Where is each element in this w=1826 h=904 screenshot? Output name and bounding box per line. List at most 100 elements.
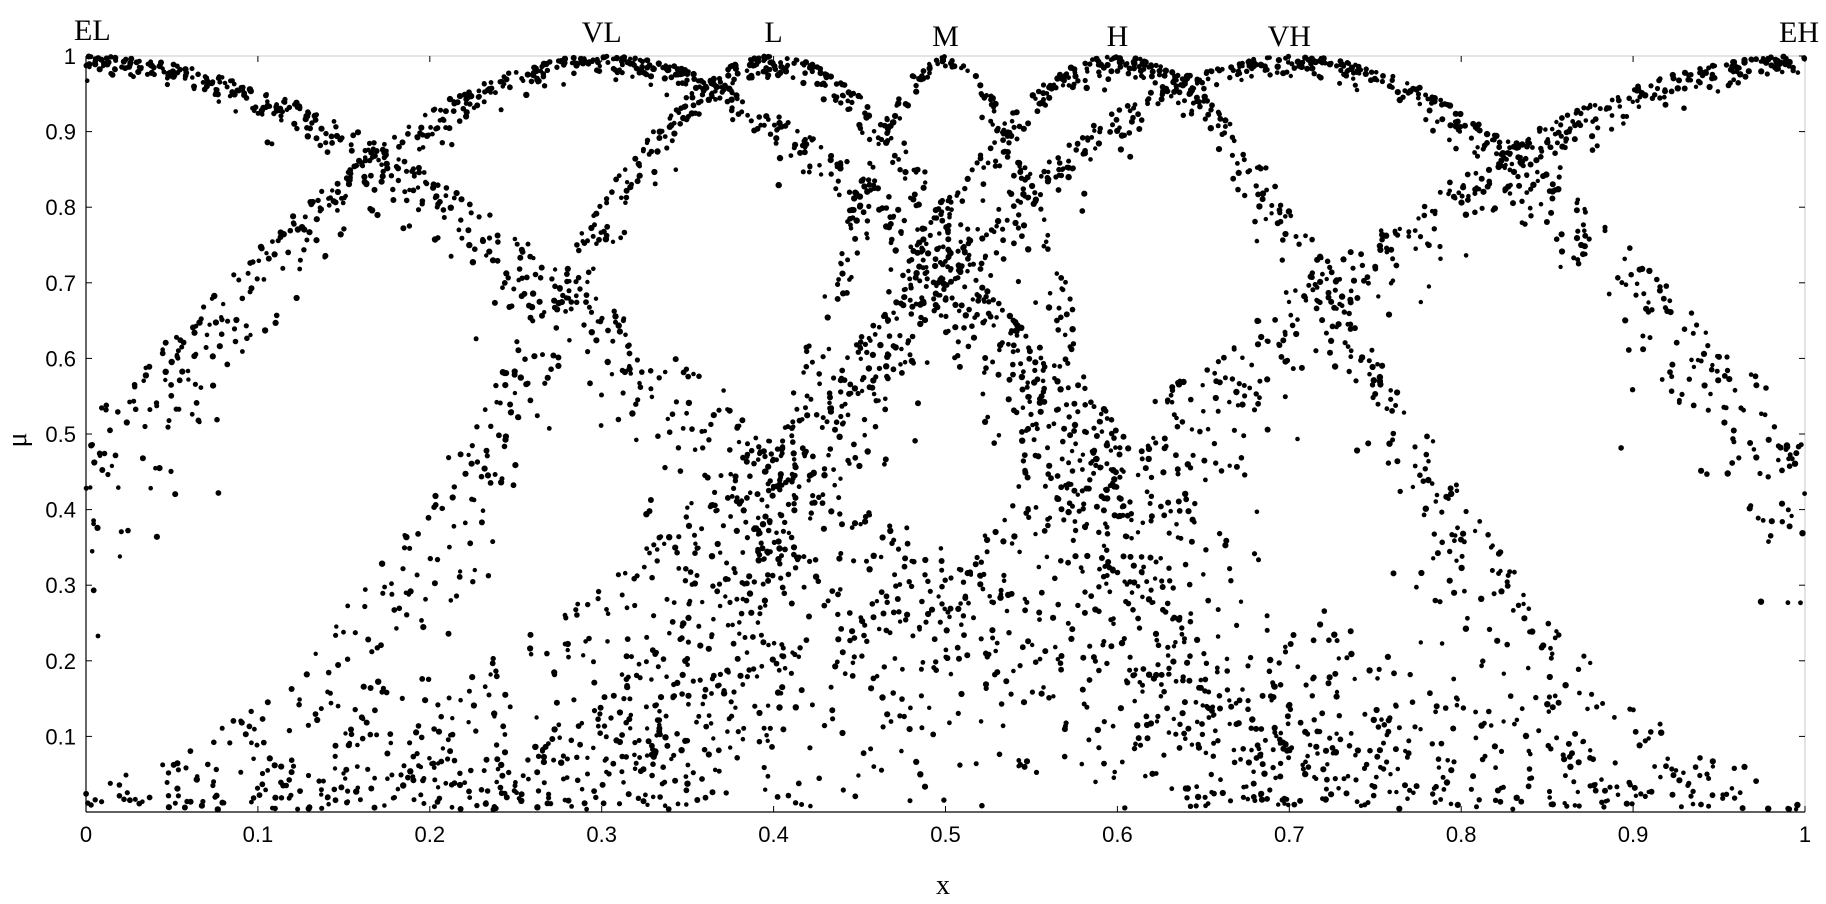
data-point <box>610 338 616 344</box>
data-point <box>401 158 408 165</box>
data-point <box>886 352 892 358</box>
data-point <box>906 268 911 274</box>
data-point <box>1017 549 1022 555</box>
data-point <box>1133 741 1138 747</box>
data-point <box>286 795 292 801</box>
data-point <box>1790 64 1796 71</box>
data-point <box>1660 295 1667 302</box>
data-point <box>803 344 810 351</box>
data-point <box>1162 609 1169 615</box>
data-point <box>997 341 1004 349</box>
data-point <box>1407 787 1413 793</box>
data-point <box>776 704 783 711</box>
data-point <box>303 671 310 678</box>
data-point <box>1161 72 1168 79</box>
data-point <box>546 426 552 431</box>
data-point <box>280 265 286 271</box>
data-point <box>628 712 634 718</box>
data-point <box>764 733 769 738</box>
data-point <box>474 802 480 809</box>
data-point <box>920 257 926 263</box>
data-point <box>552 283 558 290</box>
data-point <box>682 578 689 584</box>
data-point <box>730 640 737 647</box>
data-point <box>174 334 179 340</box>
data-point <box>954 193 960 198</box>
data-point <box>711 736 716 741</box>
data-point <box>1384 245 1390 251</box>
data-point <box>353 162 360 169</box>
data-point <box>720 690 728 697</box>
data-point <box>1166 665 1172 671</box>
data-point <box>1020 222 1028 229</box>
data-point <box>651 542 657 548</box>
data-point <box>1385 311 1393 318</box>
data-point <box>822 71 828 77</box>
data-point <box>735 729 741 735</box>
data-point <box>1010 361 1016 368</box>
data-point <box>1067 64 1075 71</box>
data-point <box>487 480 494 486</box>
data-point <box>845 98 851 104</box>
data-point <box>1015 348 1021 353</box>
data-point <box>1111 483 1118 490</box>
data-point <box>962 185 968 192</box>
data-point <box>790 419 796 425</box>
data-point <box>733 527 740 535</box>
data-point <box>1314 285 1320 290</box>
data-point <box>987 145 994 152</box>
data-point <box>886 289 892 295</box>
data-point <box>525 241 531 247</box>
data-point <box>515 347 522 354</box>
data-point <box>654 717 661 723</box>
data-point <box>1179 76 1186 82</box>
data-point <box>1127 667 1133 673</box>
data-point <box>892 656 898 661</box>
data-point <box>447 204 454 211</box>
data-point <box>1480 146 1486 152</box>
data-point <box>776 545 783 552</box>
data-point <box>317 142 324 149</box>
data-point <box>88 54 94 60</box>
data-point <box>863 114 870 121</box>
data-point <box>1072 519 1078 524</box>
data-point <box>344 656 351 662</box>
data-point <box>1466 193 1471 199</box>
data-point <box>1029 182 1036 190</box>
data-point <box>343 193 348 199</box>
data-point <box>633 760 639 766</box>
data-point <box>1436 765 1442 770</box>
data-point <box>982 370 987 375</box>
data-point <box>1158 556 1163 561</box>
data-point <box>1103 521 1108 526</box>
data-point <box>224 361 231 368</box>
data-point <box>1443 493 1450 500</box>
data-point <box>1669 766 1675 772</box>
data-point <box>248 332 253 338</box>
data-point <box>516 277 521 283</box>
data-point <box>1574 200 1580 206</box>
data-point <box>1307 742 1313 748</box>
data-point <box>1493 765 1498 771</box>
data-point <box>943 627 950 634</box>
data-point <box>1468 786 1474 792</box>
data-point <box>1108 448 1114 453</box>
data-point <box>398 772 404 778</box>
data-point <box>1758 68 1765 75</box>
data-point <box>824 314 831 321</box>
data-point <box>1581 653 1587 659</box>
data-point <box>994 127 1001 134</box>
data-point <box>803 637 810 643</box>
data-point <box>1135 472 1141 478</box>
data-point <box>99 799 105 805</box>
data-point <box>926 65 933 72</box>
data-point <box>1082 428 1088 435</box>
data-point <box>474 102 481 109</box>
data-point <box>501 749 509 756</box>
data-point <box>1159 91 1166 98</box>
data-point <box>744 68 750 73</box>
data-point <box>884 130 890 136</box>
data-point <box>891 152 898 159</box>
data-point <box>1028 171 1033 177</box>
data-point <box>130 74 136 80</box>
